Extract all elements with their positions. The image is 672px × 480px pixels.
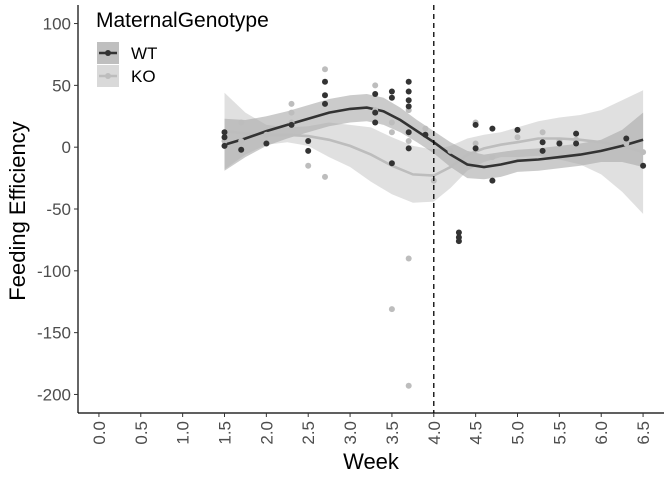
x-tick-label: 2.5	[299, 421, 318, 445]
point-ko	[405, 255, 412, 262]
point-ko	[238, 138, 245, 144]
x-tick-label: 6.0	[592, 421, 611, 445]
point-ko	[288, 109, 295, 116]
x-tick-label: 0.0	[90, 421, 109, 445]
y-tick-label: 0	[62, 138, 71, 157]
y-tick-label: 50	[52, 76, 71, 95]
point-wt	[372, 119, 379, 126]
point-ko	[322, 66, 328, 73]
x-tick-label: 0.5	[132, 421, 151, 445]
point-wt	[472, 145, 479, 152]
point-wt	[489, 177, 496, 184]
point-ko	[623, 140, 630, 147]
point-ko	[388, 129, 395, 136]
data-points	[221, 66, 647, 389]
ribbon-wt	[224, 94, 644, 180]
point-wt	[305, 147, 312, 154]
point-ko	[422, 125, 429, 132]
point-wt	[539, 139, 546, 146]
x-tick-label: 3.0	[341, 421, 360, 445]
x-tick-label: 3.5	[383, 421, 402, 445]
point-wt	[405, 88, 412, 95]
x-tick-label: 6.5	[634, 421, 653, 445]
point-ko	[405, 382, 412, 389]
x-tick-label: 1.5	[216, 421, 235, 445]
point-ko	[372, 82, 379, 89]
point-wt	[263, 140, 270, 147]
point-ko	[514, 134, 521, 141]
point-ko	[288, 100, 295, 107]
y-tick-label: -200	[37, 385, 71, 404]
legend-title: MaternalGenotype	[96, 9, 269, 32]
y-tick-label: -50	[46, 200, 71, 219]
point-wt	[322, 78, 328, 85]
point-ko	[489, 154, 496, 161]
y-tick-label: -100	[37, 262, 71, 281]
point-wt	[422, 131, 429, 138]
point-wt	[405, 145, 412, 152]
point-wt	[322, 92, 328, 99]
point-ko	[305, 162, 312, 169]
point-wt	[388, 88, 395, 95]
point-wt	[556, 140, 563, 147]
point-wt	[322, 100, 328, 107]
x-tick-label: 4.0	[425, 421, 444, 445]
x-tick-label: 1.0	[174, 421, 193, 445]
y-tick-label: -150	[37, 324, 71, 343]
point-wt	[489, 125, 496, 132]
point-wt	[405, 103, 412, 110]
x-tick-label: 2.0	[257, 421, 276, 445]
x-tick-label: 5.0	[509, 421, 528, 445]
point-wt	[388, 94, 395, 101]
point-wt	[221, 129, 228, 136]
legend-label-wt: WT	[131, 44, 157, 63]
point-wt	[405, 78, 412, 85]
point-wt	[573, 130, 580, 137]
point-ko	[539, 129, 546, 136]
point-ko	[263, 131, 270, 138]
point-wt	[623, 135, 630, 142]
legend-label-ko: KO	[131, 67, 156, 86]
point-wt	[305, 138, 312, 144]
point-ko	[388, 306, 395, 313]
point-ko	[238, 119, 245, 126]
x-tick-label: 5.5	[550, 421, 569, 445]
point-wt	[388, 160, 395, 167]
point-ko	[322, 173, 328, 180]
legend-key-point-ko	[105, 73, 111, 79]
x-axis-label: Week	[343, 449, 400, 474]
point-wt	[514, 126, 521, 133]
point-wt	[455, 229, 462, 236]
point-wt	[221, 142, 228, 149]
point-wt	[405, 97, 412, 104]
y-tick-label: 100	[43, 15, 71, 34]
point-wt	[372, 109, 379, 116]
point-wt	[288, 121, 295, 128]
smooth-line-ko	[224, 129, 644, 177]
point-wt	[472, 121, 479, 128]
axes: 100 50 0 -50 -100 -150 -200 0.0 0.5 1.0 1.5 2.0 2.5 3…	[37, 5, 664, 445]
point-ko	[447, 147, 454, 154]
point-wt	[573, 140, 580, 147]
legend-key-point-wt	[105, 50, 111, 56]
legend: MaternalGenotype WT KO	[96, 9, 269, 87]
point-wt	[238, 146, 245, 153]
point-ko	[405, 138, 412, 144]
y-axis-label: Feeding Efficiency	[5, 121, 30, 300]
point-wt	[372, 91, 379, 97]
point-wt	[640, 162, 647, 169]
point-wt	[539, 147, 546, 154]
point-wt	[405, 129, 412, 136]
point-ko	[388, 119, 395, 126]
point-ko	[472, 140, 479, 147]
x-tick-label: 4.5	[467, 421, 486, 445]
point-wt	[455, 238, 462, 245]
point-ko	[640, 149, 647, 156]
point-wt	[221, 134, 228, 141]
